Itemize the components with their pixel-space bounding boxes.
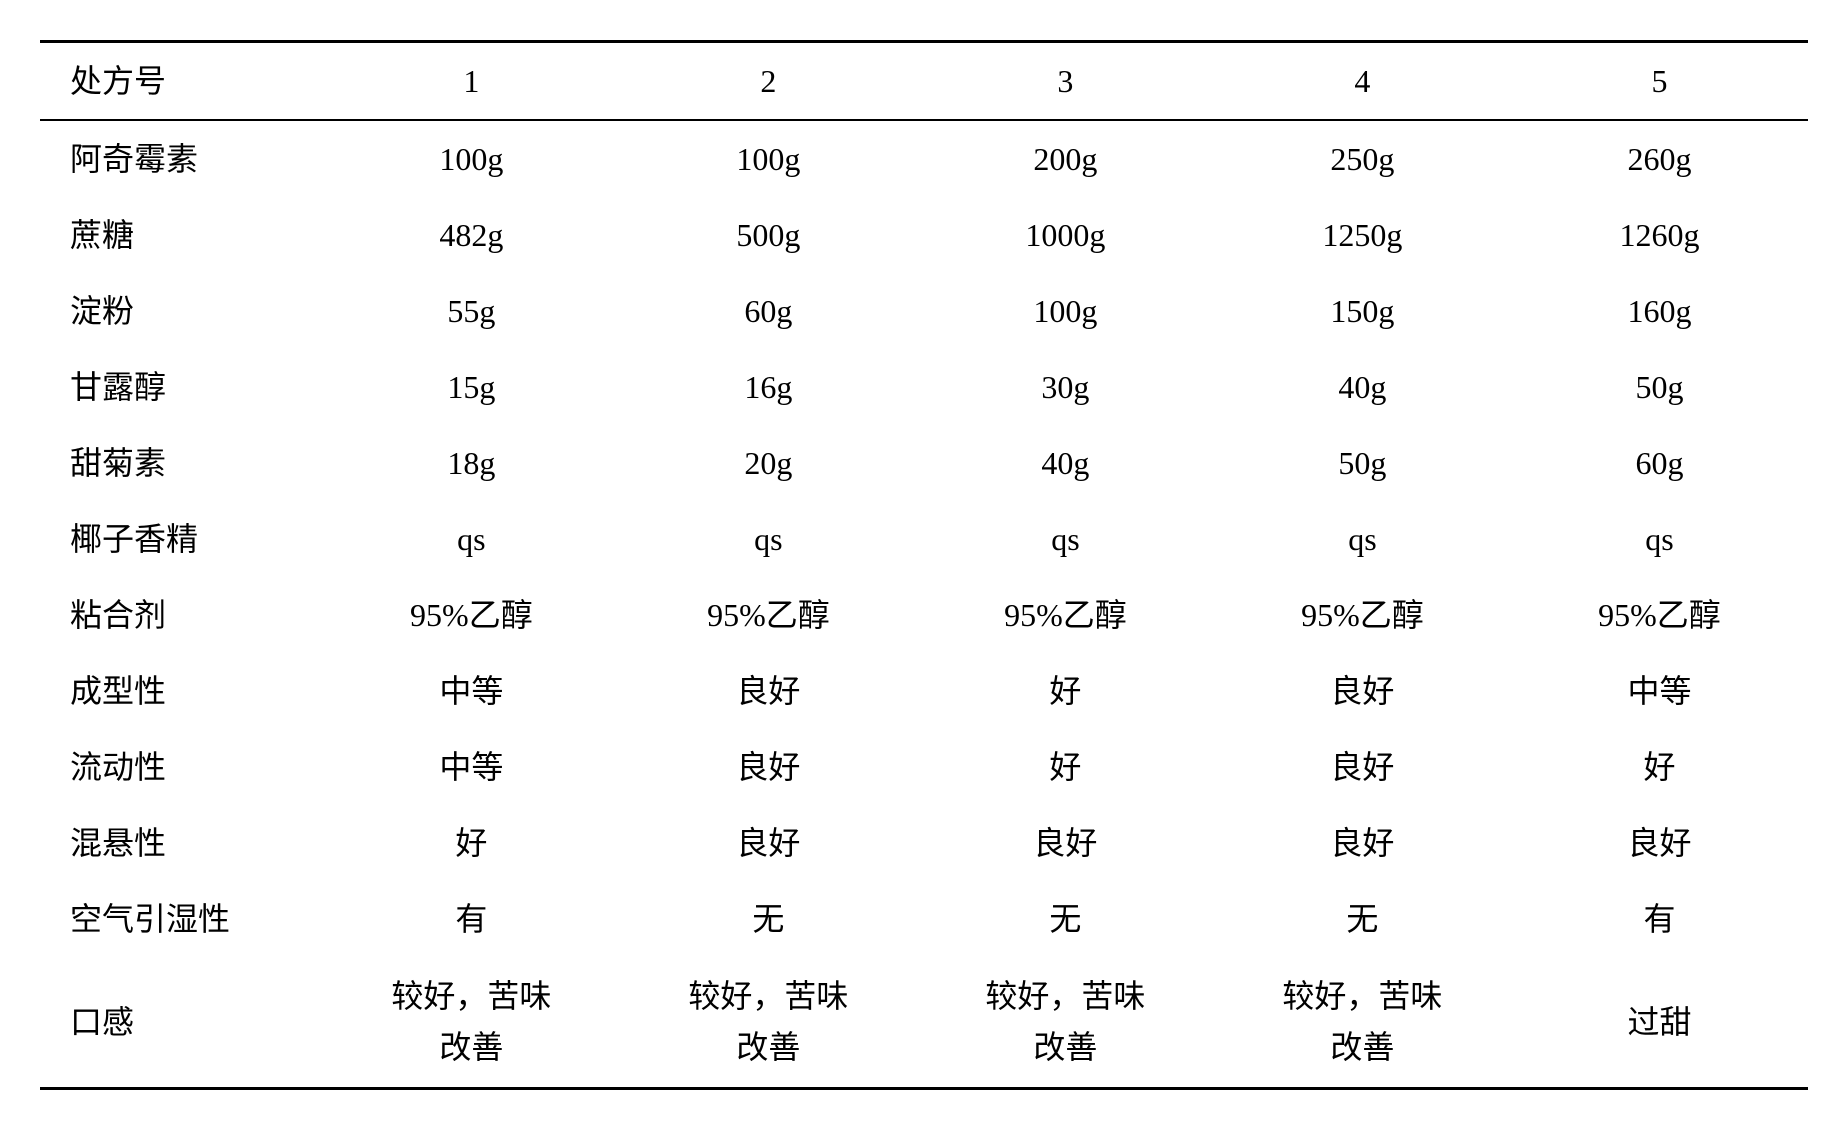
cell-value: 中等	[323, 729, 620, 805]
cell-value: 95%乙醇	[917, 577, 1214, 653]
cell-value: qs	[1511, 501, 1808, 577]
table-row: 口感 较好，苦味改善 较好，苦味改善 较好，苦味改善 较好，苦味改善 过甜	[40, 957, 1808, 1089]
cell-value: 30g	[917, 349, 1214, 425]
cell-value: qs	[1214, 501, 1511, 577]
cell-value: 95%乙醇	[323, 577, 620, 653]
header-cell-1: 1	[323, 42, 620, 121]
cell-value: 良好	[1214, 653, 1511, 729]
cell-value: 1000g	[917, 197, 1214, 273]
cell-value: 较好，苦味改善	[1214, 957, 1511, 1089]
table-row: 椰子香精 qs qs qs qs qs	[40, 501, 1808, 577]
header-cell-label: 处方号	[40, 42, 323, 121]
row-label: 甘露醇	[40, 349, 323, 425]
cell-value: 482g	[323, 197, 620, 273]
cell-value: 良好	[620, 805, 917, 881]
row-label: 甜菊素	[40, 425, 323, 501]
cell-value: 良好	[1511, 805, 1808, 881]
table-row: 淀粉 55g 60g 100g 150g 160g	[40, 273, 1808, 349]
table-body: 阿奇霉素 100g 100g 200g 250g 260g 蔗糖 482g 50…	[40, 120, 1808, 1089]
cell-value: 100g	[620, 120, 917, 197]
cell-value: 良好	[620, 729, 917, 805]
cell-value: 40g	[1214, 349, 1511, 425]
cell-value: 50g	[1511, 349, 1808, 425]
cell-value: 有	[323, 881, 620, 957]
header-cell-2: 2	[620, 42, 917, 121]
row-label: 淀粉	[40, 273, 323, 349]
cell-value: 95%乙醇	[1214, 577, 1511, 653]
cell-value: 良好	[1214, 729, 1511, 805]
cell-value: 良好	[620, 653, 917, 729]
cell-value: 20g	[620, 425, 917, 501]
header-cell-4: 4	[1214, 42, 1511, 121]
cell-value: 60g	[1511, 425, 1808, 501]
table-row: 甘露醇 15g 16g 30g 40g 50g	[40, 349, 1808, 425]
row-label: 椰子香精	[40, 501, 323, 577]
row-label: 粘合剂	[40, 577, 323, 653]
row-label: 成型性	[40, 653, 323, 729]
cell-value: 较好，苦味改善	[917, 957, 1214, 1089]
cell-value: 无	[917, 881, 1214, 957]
cell-value: 500g	[620, 197, 917, 273]
table-row: 流动性 中等 良好 好 良好 好	[40, 729, 1808, 805]
cell-value: 55g	[323, 273, 620, 349]
cell-value: 16g	[620, 349, 917, 425]
header-cell-3: 3	[917, 42, 1214, 121]
cell-value: qs	[620, 501, 917, 577]
cell-value: 95%乙醇	[1511, 577, 1808, 653]
cell-value: 好	[917, 653, 1214, 729]
cell-value: 250g	[1214, 120, 1511, 197]
cell-value: 好	[1511, 729, 1808, 805]
cell-value: 较好，苦味改善	[323, 957, 620, 1089]
cell-value: 无	[1214, 881, 1511, 957]
formulation-table-container: 处方号 1 2 3 4 5 阿奇霉素 100g 100g 200g 250g 2…	[40, 40, 1808, 1090]
cell-value: 好	[323, 805, 620, 881]
cell-value: 中等	[1511, 653, 1808, 729]
cell-value: 较好，苦味改善	[620, 957, 917, 1089]
cell-value: 50g	[1214, 425, 1511, 501]
row-label: 空气引湿性	[40, 881, 323, 957]
cell-value: 60g	[620, 273, 917, 349]
cell-value: 15g	[323, 349, 620, 425]
table-row: 蔗糖 482g 500g 1000g 1250g 1260g	[40, 197, 1808, 273]
table-row: 混悬性 好 良好 良好 良好 良好	[40, 805, 1808, 881]
row-label: 蔗糖	[40, 197, 323, 273]
cell-value: 18g	[323, 425, 620, 501]
cell-value: 良好	[917, 805, 1214, 881]
cell-value: 无	[620, 881, 917, 957]
row-label: 阿奇霉素	[40, 120, 323, 197]
row-label: 混悬性	[40, 805, 323, 881]
cell-value: 160g	[1511, 273, 1808, 349]
cell-value: 良好	[1214, 805, 1511, 881]
cell-value: qs	[323, 501, 620, 577]
formulation-table: 处方号 1 2 3 4 5 阿奇霉素 100g 100g 200g 250g 2…	[40, 40, 1808, 1090]
cell-value: 1260g	[1511, 197, 1808, 273]
header-cell-5: 5	[1511, 42, 1808, 121]
table-row: 成型性 中等 良好 好 良好 中等	[40, 653, 1808, 729]
cell-value: 200g	[917, 120, 1214, 197]
table-row: 空气引湿性 有 无 无 无 有	[40, 881, 1808, 957]
cell-value: 150g	[1214, 273, 1511, 349]
cell-value: qs	[917, 501, 1214, 577]
cell-value: 260g	[1511, 120, 1808, 197]
cell-value: 过甜	[1511, 957, 1808, 1089]
table-row: 甜菊素 18g 20g 40g 50g 60g	[40, 425, 1808, 501]
header-row: 处方号 1 2 3 4 5	[40, 42, 1808, 121]
cell-value: 100g	[917, 273, 1214, 349]
cell-value: 好	[917, 729, 1214, 805]
row-label: 流动性	[40, 729, 323, 805]
table-row: 粘合剂 95%乙醇 95%乙醇 95%乙醇 95%乙醇 95%乙醇	[40, 577, 1808, 653]
cell-value: 有	[1511, 881, 1808, 957]
table-header: 处方号 1 2 3 4 5	[40, 42, 1808, 121]
cell-value: 100g	[323, 120, 620, 197]
cell-value: 中等	[323, 653, 620, 729]
table-row: 阿奇霉素 100g 100g 200g 250g 260g	[40, 120, 1808, 197]
row-label: 口感	[40, 957, 323, 1089]
cell-value: 1250g	[1214, 197, 1511, 273]
cell-value: 95%乙醇	[620, 577, 917, 653]
cell-value: 40g	[917, 425, 1214, 501]
